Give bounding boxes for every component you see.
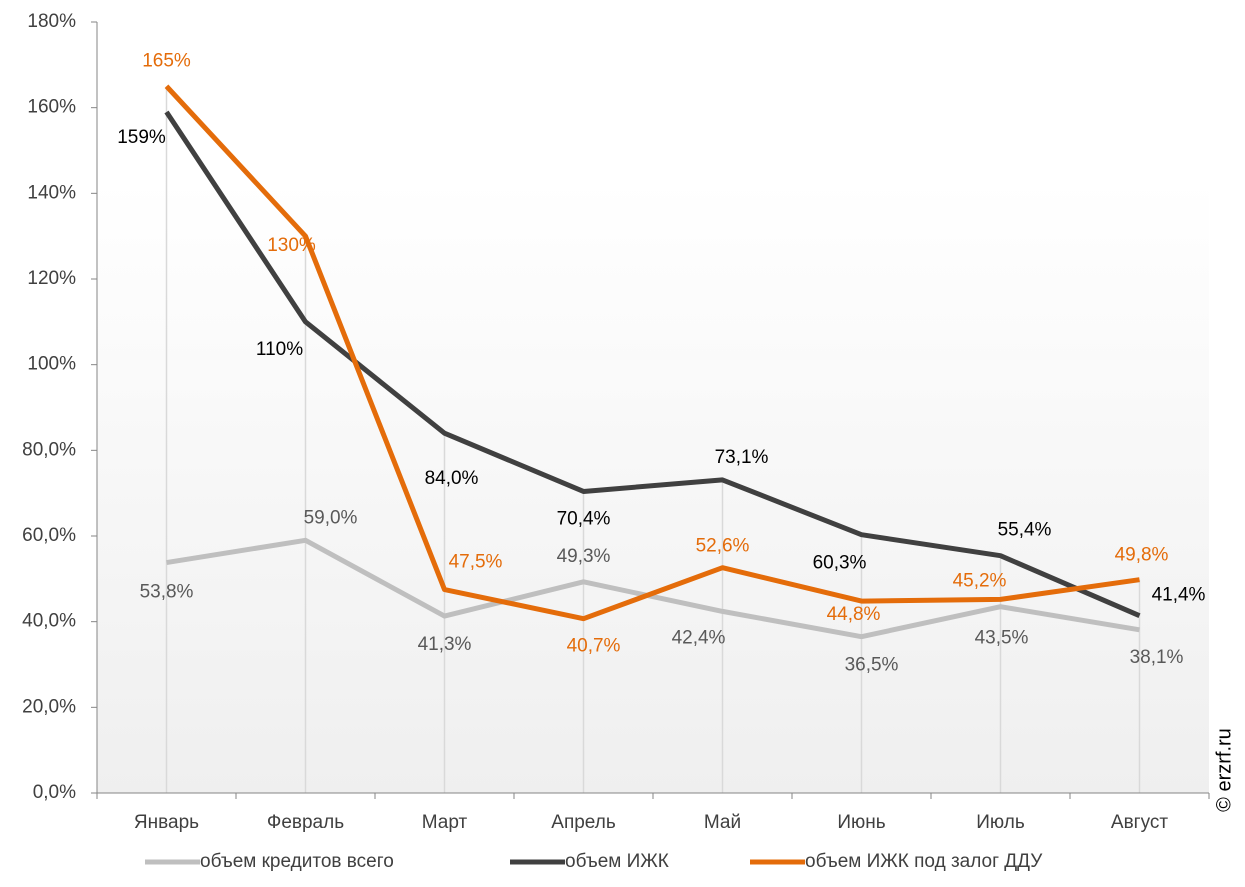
data-label: 110% bbox=[256, 339, 303, 360]
data-label: 49,8% bbox=[1115, 545, 1169, 566]
x-tick-label: Март bbox=[422, 812, 468, 833]
data-label: 45,2% bbox=[953, 570, 1007, 591]
data-label: 159% bbox=[117, 127, 166, 148]
data-label: 84,0% bbox=[425, 468, 479, 489]
y-tick-label: 180% bbox=[27, 11, 76, 32]
watermark: © erzrf.ru bbox=[1213, 728, 1235, 812]
x-tick-label: Август bbox=[1111, 812, 1168, 833]
data-label: 55,4% bbox=[998, 520, 1052, 541]
data-label: 40,7% bbox=[567, 636, 621, 657]
y-tick-label: 60,0% bbox=[22, 525, 76, 546]
x-tick-label: Июнь bbox=[837, 812, 885, 833]
data-label: 36,5% bbox=[845, 655, 899, 676]
data-label: 38,1% bbox=[1130, 647, 1184, 668]
y-tick-label: 0,0% bbox=[33, 782, 76, 803]
data-label: 49,3% bbox=[557, 546, 611, 567]
data-label: 42,4% bbox=[672, 627, 726, 648]
data-label: 60,3% bbox=[813, 553, 867, 574]
y-tick-label: 20,0% bbox=[22, 696, 76, 717]
data-label: 59,0% bbox=[304, 507, 358, 528]
legend-label: объем кредитов всего bbox=[200, 851, 394, 872]
data-label: 165% bbox=[142, 50, 191, 71]
series-line bbox=[164, 84, 1140, 622]
data-label: 73,1% bbox=[715, 447, 769, 468]
data-label: 41,4% bbox=[1152, 585, 1206, 606]
x-tick-label: Апрель bbox=[551, 812, 616, 833]
data-label: 52,6% bbox=[696, 536, 750, 557]
legend-label: объем ИЖК под залог ДДУ bbox=[805, 851, 1043, 872]
y-tick-label: 120% bbox=[27, 268, 76, 289]
data-label: 47,5% bbox=[449, 552, 503, 573]
y-tick-label: 80,0% bbox=[22, 439, 76, 460]
legend-label: объем ИЖК bbox=[565, 851, 669, 872]
y-tick-label: 40,0% bbox=[22, 611, 76, 632]
data-label: 53,8% bbox=[140, 582, 194, 603]
data-label: 41,3% bbox=[418, 634, 472, 655]
y-tick-label: 100% bbox=[27, 354, 76, 375]
data-label: 44,8% bbox=[827, 604, 881, 625]
x-tick-label: Июль bbox=[976, 812, 1025, 833]
data-label: 43,5% bbox=[975, 628, 1029, 649]
y-tick-label: 160% bbox=[27, 97, 76, 118]
data-label: 70,4% bbox=[557, 508, 611, 529]
x-tick-label: Февраль bbox=[267, 812, 344, 833]
y-tick-label: 140% bbox=[27, 182, 76, 203]
data-label: 130% bbox=[267, 235, 316, 256]
series-line bbox=[166, 537, 1140, 640]
x-tick-label: Май bbox=[704, 812, 741, 833]
x-tick-label: Январь bbox=[134, 812, 199, 833]
series-line bbox=[164, 110, 1141, 618]
